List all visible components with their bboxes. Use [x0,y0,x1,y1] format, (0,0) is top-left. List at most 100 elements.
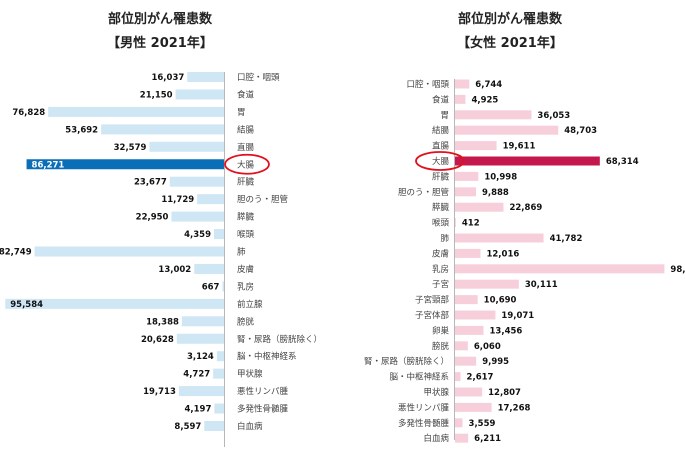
female-category-label-17: 膀胱 [432,341,450,352]
female-value-label-15: 19,071 [501,311,534,321]
male-chart: 部位別がん罹患数 【男性 2021年】 口腔・咽頭 16,037 食道 21,150 胃… [0,11,322,447]
female-category-label-21: 悪性リンパ腫 [398,402,450,413]
male-value-label-3: 53,692 [65,125,98,135]
female-bar-9 [455,218,456,228]
male-bar-14 [181,316,224,327]
female-value-label-4: 19,611 [503,142,536,152]
male-category-label-19: 多発性骨髄腫 [237,404,289,415]
female-bar-11 [455,248,481,258]
male-bar-10 [34,246,224,257]
female-bar-12 [455,264,665,274]
female-plot-area: 口腔・咽頭 6,744 食道 4,925 胃 36,053 結腸 48,703 直腸 19,611… [364,79,685,444]
male-value-label-0: 16,037 [151,73,184,83]
female-value-label-5: 68,314 [606,157,639,167]
male-bar-20 [204,421,224,431]
female-bar-10 [455,233,544,243]
male-value-label-5: 86,271 [32,160,65,170]
male-chart-title: 部位別がん罹患数 [108,11,213,27]
male-value-label-11: 13,002 [158,265,191,275]
female-value-label-19: 2,617 [467,373,494,383]
male-bar-6 [169,176,224,187]
female-value-label-0: 6,744 [475,80,502,90]
female-value-label-13: 30,111 [525,280,558,290]
female-highlight-circle [415,151,465,171]
male-category-label-16: 脳・中枢神経系 [237,351,297,362]
female-value-label-6: 10,998 [484,172,517,182]
female-value-label-16: 13,456 [490,326,523,336]
female-category-label-7: 胆のう・胆管 [398,187,449,198]
female-category-label-6: 肝臓 [432,171,450,182]
female-category-label-1: 食道 [432,94,450,105]
male-bar-3 [101,124,224,135]
male-category-label-2: 胃 [237,108,246,118]
male-category-label-1: 食道 [237,89,255,100]
female-category-label-15: 子宮体部 [415,310,450,321]
female-bar-22 [455,418,463,428]
female-value-label-17: 6,060 [474,342,501,352]
female-value-label-10: 41,782 [550,234,583,244]
male-category-label-9: 喉頭 [237,229,255,240]
male-bar-19 [214,403,224,414]
male-bar-11 [194,263,224,274]
female-value-label-11: 12,016 [486,249,519,259]
male-value-label-20: 8,597 [174,422,201,432]
female-value-label-14: 10,690 [484,296,517,306]
male-value-label-14: 18,388 [146,317,179,327]
female-category-label-16: 卵巣 [432,325,450,336]
male-value-label-1: 21,150 [140,90,173,100]
male-category-label-18: 悪性リンパ腫 [237,386,289,397]
female-bar-15 [455,310,496,320]
female-value-label-7: 9,888 [482,188,509,198]
male-bar-1 [175,89,224,100]
female-bar-16 [455,325,484,335]
female-value-label-23: 6,211 [474,434,501,444]
male-highlight-circle [224,153,270,175]
male-bar-5 [26,159,225,170]
female-category-label-5: 大腸 [432,156,450,167]
male-bar-9 [214,229,224,240]
female-bar-23 [455,433,469,443]
female-category-label-0: 口腔・咽頭 [406,79,449,90]
male-bar-15 [176,333,224,344]
female-bar-14 [455,295,478,305]
female-value-label-21: 17,268 [498,403,531,413]
male-category-label-12: 乳房 [237,281,254,292]
male-category-label-15: 腎・尿路（膀胱除く） [237,334,322,345]
female-bar-8 [455,202,504,212]
male-value-label-13: 95,584 [10,300,43,310]
female-category-label-18: 腎・尿路（膀胱除く） [364,356,449,367]
male-bar-12 [222,281,224,292]
female-bar-4 [455,141,497,151]
male-value-label-6: 23,677 [134,178,167,188]
female-bar-6 [455,171,479,181]
female-category-label-4: 直腸 [432,141,450,152]
female-category-label-19: 脳・中枢神経系 [389,372,449,383]
male-value-label-2: 76,828 [12,108,45,118]
male-category-label-11: 皮膚 [237,264,254,275]
male-bar-0 [187,72,224,82]
male-value-label-15: 20,628 [141,335,174,345]
female-chart-subtitle: 【女性 2021年】 [457,35,563,51]
female-value-label-8: 22,869 [509,203,542,213]
female-bar-0 [455,79,470,89]
female-category-label-10: 肺 [440,234,449,244]
female-value-label-18: 9,995 [482,357,509,367]
female-bar-1 [455,94,466,104]
male-bar-16 [216,351,224,362]
female-bar-5 [455,156,600,166]
female-category-label-3: 結腸 [432,125,450,136]
male-bar-7 [197,194,224,205]
male-category-label-3: 結腸 [237,124,255,135]
male-value-label-8: 22,950 [136,213,169,223]
male-category-label-0: 口腔・咽頭 [237,72,280,83]
male-value-label-12: 667 [202,282,220,292]
female-category-label-14: 子宮頸部 [415,295,450,306]
female-bar-20 [455,387,483,397]
female-value-label-2: 36,053 [537,111,570,121]
male-value-label-19: 4,197 [185,405,212,415]
female-bar-3 [455,125,559,135]
female-chart-title: 部位別がん罹患数 [458,11,563,27]
female-bar-7 [455,187,476,197]
female-category-label-20: 甲状腺 [423,387,449,398]
